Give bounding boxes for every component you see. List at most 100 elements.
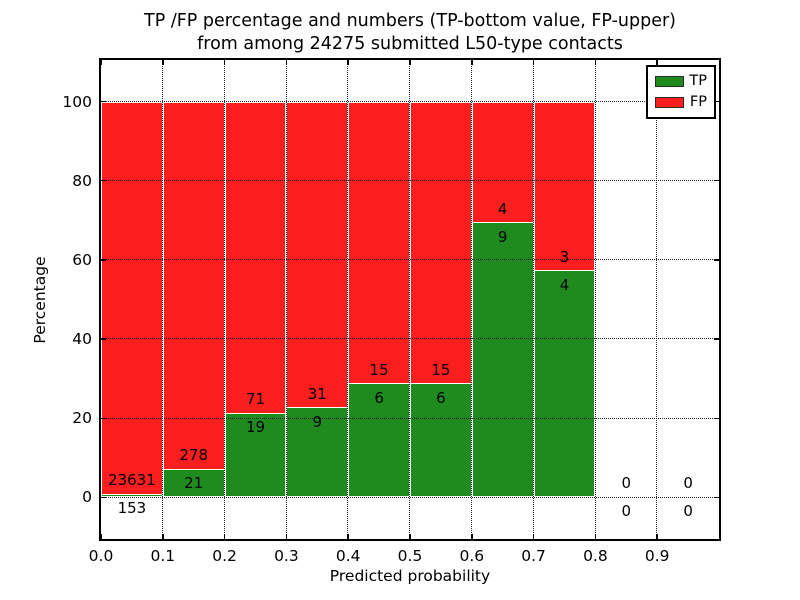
bar-0.3 [286, 101, 349, 498]
legend-label-tp: TP [689, 73, 707, 89]
y-tick-right [714, 259, 719, 261]
tp-swatch-icon [655, 76, 684, 87]
bar-0.5 [410, 101, 472, 498]
bar-tp-segment [287, 407, 348, 497]
x-tick-bottom [347, 534, 349, 539]
gridline-y-100 [101, 100, 719, 102]
x-tick-label: 0.7 [521, 547, 546, 565]
x-tick-top [594, 60, 597, 65]
gridline-x-0.8 [594, 60, 596, 539]
x-tick-bottom [471, 534, 473, 539]
gridline-x-0.5 [409, 60, 411, 539]
bar-tp-segment [102, 493, 162, 497]
bar-0.1 [162, 101, 225, 498]
tp-count-label: 0 [621, 501, 632, 520]
y-tick-right [714, 338, 719, 340]
x-tick-label: 0.1 [150, 547, 176, 565]
tp-count-label: 6 [374, 388, 384, 407]
gridline-x-0.2 [223, 60, 225, 539]
chart-title-line2: from among 24275 submitted L50-type cont… [197, 34, 623, 54]
bar-tp-segment [163, 468, 224, 497]
y-tick-right [714, 417, 719, 419]
x-axis-label: Predicted probability [329, 567, 491, 585]
bar-tp-segment [411, 383, 471, 497]
x-tick-top [285, 60, 288, 65]
x-tick-top [656, 60, 658, 65]
x-tick-bottom [162, 534, 164, 539]
chart-title: TP /FP percentage and numbers (TP-bottom… [99, 10, 721, 56]
x-tick-top [347, 60, 349, 65]
tp-count-label: 0 [683, 501, 693, 520]
x-tick-label: 0.8 [583, 547, 608, 565]
legend-entry-tp: TP [655, 71, 707, 92]
y-tick-right [714, 100, 719, 103]
y-tick-label: 20 [72, 409, 92, 428]
tp-count-label: 9 [497, 227, 508, 246]
gridline-x-0.7 [532, 60, 534, 539]
x-tick-label: 0.4 [335, 547, 361, 565]
fp-count-label: 0 [683, 473, 693, 492]
fp-count-label: 15 [431, 360, 451, 379]
x-tick-label: 0.9 [644, 547, 670, 565]
x-tick-top [223, 60, 226, 65]
y-tick-label: 0 [82, 488, 92, 507]
y-tick-label: 60 [72, 250, 92, 269]
bar-tp-segment [349, 383, 409, 497]
gridline-y-40 [101, 338, 719, 340]
y-tick-left [101, 417, 106, 419]
x-tick-top [101, 60, 102, 65]
x-tick-bottom [223, 534, 226, 539]
gridline-y-20 [101, 417, 719, 419]
y-tick-right [714, 496, 719, 499]
bar-tp-segment [534, 270, 595, 497]
plot-area: 23631 153 278 21 71 19 31 9 15 6 15 6 4 9 3 4 0 0 0 0 TP FP [99, 58, 721, 541]
bar-tp-segment [225, 412, 286, 497]
bar-0.7 [533, 101, 596, 498]
x-tick-bottom [532, 534, 535, 539]
x-tick-top [532, 60, 535, 65]
chart-title-line1: TP /FP percentage and numbers (TP-bottom… [144, 11, 676, 31]
gridline-x-0.9 [656, 60, 658, 539]
gridline-x-0.4 [347, 60, 349, 539]
x-tick-label: 0.5 [397, 547, 423, 565]
y-tick-left [101, 100, 106, 103]
y-tick-left [101, 496, 106, 499]
tp-count-label: 153 [117, 499, 147, 518]
x-tick-bottom [656, 534, 658, 539]
gridline-y-80 [101, 179, 719, 181]
legend-label-fp: FP [689, 94, 707, 110]
fp-count-label: 4 [497, 199, 508, 218]
x-tick-label: 0.6 [459, 547, 485, 565]
fp-swatch-icon [655, 97, 684, 108]
tp-count-label: 19 [245, 418, 266, 437]
tp-count-label: 4 [559, 275, 570, 294]
x-tick-top [162, 60, 164, 65]
y-tick-label: 80 [72, 171, 92, 190]
tp-count-label: 9 [312, 412, 323, 431]
x-tick-bottom [409, 534, 411, 539]
bar-0 [101, 101, 163, 498]
plot-inner: 23631 153 278 21 71 19 31 9 15 6 15 6 4 9 3 4 0 0 0 0 [101, 60, 719, 539]
y-tick-left [101, 338, 106, 340]
x-tick-bottom [101, 534, 102, 539]
gridline-y-60 [101, 259, 719, 261]
bar-0.2 [224, 101, 287, 498]
gridline-x-0.6 [471, 60, 473, 539]
x-tick-label: 0.3 [274, 547, 299, 565]
tp-count-label: 21 [184, 474, 204, 493]
fp-count-label: 23631 [108, 471, 156, 490]
bar-0.4 [348, 101, 410, 498]
bar-tp-segment [472, 222, 533, 497]
y-tick-right [714, 179, 719, 182]
y-tick-left [101, 179, 106, 182]
gridline-y-0 [101, 496, 719, 498]
x-tick-bottom [285, 534, 288, 539]
y-tick-left [101, 259, 106, 261]
bar-0.6 [471, 101, 534, 498]
fp-count-label: 278 [179, 446, 209, 465]
y-tick-label: 100 [62, 92, 92, 111]
legend-entry-fp: FP [655, 92, 707, 113]
x-tick-top [409, 60, 411, 65]
fp-count-label: 3 [559, 247, 570, 266]
